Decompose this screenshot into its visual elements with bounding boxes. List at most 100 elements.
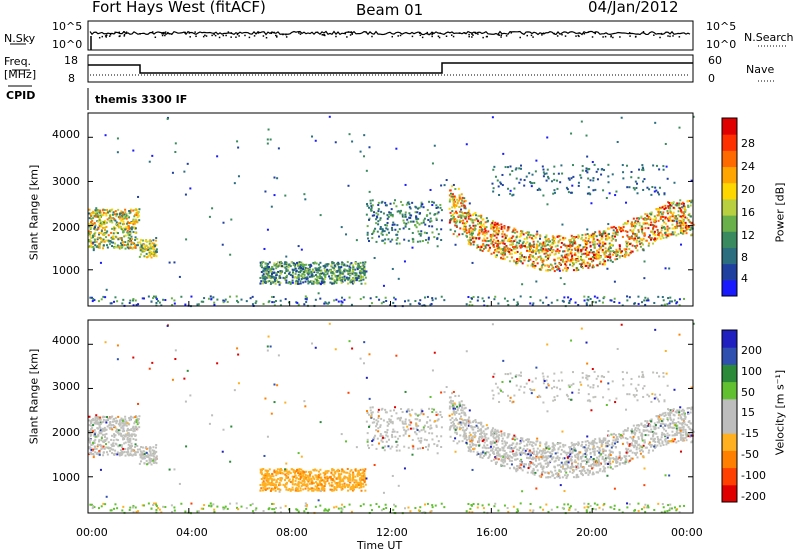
velocity-point <box>284 479 286 481</box>
power-point <box>459 197 461 199</box>
power-point <box>312 262 314 264</box>
noise-point <box>557 35 559 37</box>
power-point <box>310 265 312 267</box>
velocity-point <box>352 477 354 479</box>
power-point <box>588 265 590 267</box>
velocity-point <box>264 485 266 487</box>
power-point <box>526 176 528 178</box>
power-point <box>380 217 382 219</box>
velocity-point <box>324 483 326 485</box>
power-point <box>570 252 572 254</box>
power-point <box>305 271 307 273</box>
power-point <box>667 178 669 180</box>
velocity-point <box>408 435 410 437</box>
power-point <box>497 179 499 181</box>
velocity-point <box>109 422 111 424</box>
velocity-point <box>384 409 386 411</box>
power-point <box>518 242 520 244</box>
power-point <box>476 218 478 220</box>
power-point <box>90 232 92 234</box>
power-point <box>341 297 343 299</box>
power-point <box>382 234 384 236</box>
noise-point <box>635 36 637 38</box>
power-point <box>676 220 678 222</box>
velocity-point <box>114 427 116 429</box>
velocity-point <box>355 481 357 483</box>
noise-point <box>669 36 671 38</box>
velocity-point <box>435 425 437 427</box>
power-point <box>364 283 366 285</box>
power-point <box>94 244 96 246</box>
power-point <box>508 239 510 241</box>
velocity-point <box>388 423 390 425</box>
power-point <box>503 252 505 254</box>
power-point <box>652 233 654 235</box>
velocity-point <box>90 452 92 454</box>
velocity-point <box>440 446 442 448</box>
power-point <box>473 243 475 245</box>
power-point <box>533 246 535 248</box>
power-point <box>96 241 98 243</box>
power-point <box>174 151 176 153</box>
power-point <box>515 167 517 169</box>
power-point <box>112 238 114 240</box>
power-point <box>530 255 532 257</box>
power-point <box>529 242 531 244</box>
power-point <box>541 243 543 245</box>
power-point <box>504 243 506 245</box>
power-point <box>121 244 123 246</box>
power-point <box>517 301 519 303</box>
noise-point <box>420 35 422 37</box>
power-point <box>452 217 454 219</box>
power-point <box>237 147 239 149</box>
power-point <box>565 261 567 263</box>
noise-point <box>184 32 186 34</box>
velocity-point <box>106 451 108 453</box>
velocity-point <box>377 438 379 440</box>
power-point <box>547 269 549 271</box>
power-point <box>173 261 175 263</box>
velocity-point <box>117 432 119 434</box>
power-point <box>666 303 668 305</box>
power-point <box>610 299 612 301</box>
velocity-point <box>146 463 148 465</box>
power-point <box>644 217 646 219</box>
velocity-point <box>410 414 412 416</box>
power-point <box>446 179 448 181</box>
velocity-point <box>344 485 346 487</box>
power-point <box>117 137 119 139</box>
velocity-point <box>295 487 297 489</box>
power-point <box>380 211 382 213</box>
power-point <box>355 274 357 276</box>
power-point <box>312 283 314 285</box>
power-point <box>599 261 601 263</box>
noise-point <box>171 33 173 35</box>
power-point <box>110 209 112 211</box>
power-point <box>599 234 601 236</box>
power-point <box>675 302 677 304</box>
velocity-point <box>431 438 433 440</box>
velocity-point <box>123 442 125 444</box>
velocity-point <box>271 475 273 477</box>
power-point <box>607 175 609 177</box>
power-point <box>461 205 463 207</box>
power-point <box>650 194 652 196</box>
power-point <box>586 302 588 304</box>
velocity-point <box>107 454 109 456</box>
freq-panel-frame <box>88 55 693 82</box>
velocity-point <box>112 449 114 451</box>
power-point <box>662 211 664 213</box>
power-point <box>650 239 652 241</box>
noise-point <box>667 35 669 37</box>
power-point <box>432 299 434 301</box>
power-point <box>115 215 117 217</box>
power-point <box>563 296 565 298</box>
power-point <box>293 269 295 271</box>
power-point <box>453 203 455 205</box>
power-point <box>641 229 643 231</box>
power-point <box>522 242 524 244</box>
velocity-point <box>415 418 417 420</box>
power-point <box>309 269 311 271</box>
power-point <box>96 246 98 248</box>
velocity-point <box>137 451 139 453</box>
